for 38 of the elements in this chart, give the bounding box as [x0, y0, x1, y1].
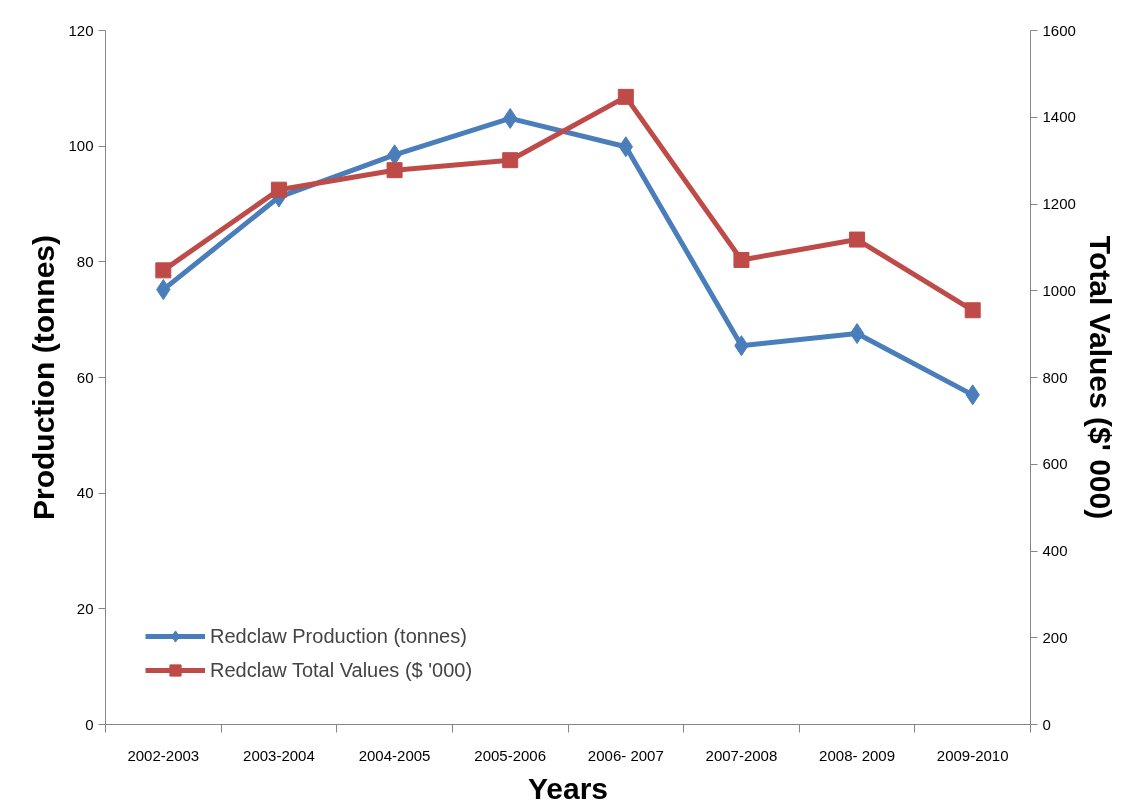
y2-tick-label: 600: [1042, 455, 1068, 473]
y-tick-label: 120: [68, 21, 94, 39]
y2-tick-label: 1000: [1042, 281, 1076, 299]
y-axis-title: Production (tonnes): [27, 235, 61, 520]
y2-tick-label: 0: [1042, 715, 1051, 733]
x-tick-label: 2008- 2009: [819, 746, 896, 764]
legend-label: Redclaw Production (tonnes): [210, 624, 467, 648]
point: [849, 323, 865, 345]
y2-tick-label: 1200: [1042, 195, 1076, 212]
y-tick-label: 80: [76, 252, 94, 270]
x-tick-label: 2003-2004: [243, 746, 315, 764]
y2-tick-label: 200: [1042, 628, 1068, 646]
point: [617, 88, 634, 105]
y2-tick-label: 1400: [1042, 108, 1076, 126]
point: [733, 251, 750, 268]
x-tick-label: 2002-2003: [127, 746, 200, 764]
point: [964, 302, 981, 319]
y-tick-label: 100: [68, 137, 94, 155]
x-tick-label: 2007-2008: [705, 746, 778, 764]
y2-tick-label: 800: [1042, 368, 1068, 386]
point: [386, 162, 403, 179]
y2-tick-label: 400: [1042, 542, 1068, 559]
y-tick-label: 0: [85, 715, 94, 733]
point: [270, 181, 287, 198]
point: [502, 152, 519, 169]
y-tick-label: 60: [76, 368, 94, 386]
y2-tick-label: 1600: [1042, 21, 1076, 39]
point: [849, 231, 866, 248]
y-tick-label: 20: [76, 599, 94, 617]
y-tick-label: 40: [76, 484, 94, 502]
legend-label: Redclaw Total Values ($ '000): [210, 658, 473, 682]
x-tick-label: 2006- 2007: [587, 746, 664, 764]
x-tick-label: 2005-2006: [474, 746, 547, 764]
x-tick-label: 2004-2005: [358, 746, 431, 764]
y2-axis-title: Total Values ($' 000): [1083, 235, 1117, 520]
x-tick-label: 2009-2010: [936, 746, 1009, 764]
point: [155, 262, 172, 279]
x-axis-title: Years: [527, 771, 609, 805]
